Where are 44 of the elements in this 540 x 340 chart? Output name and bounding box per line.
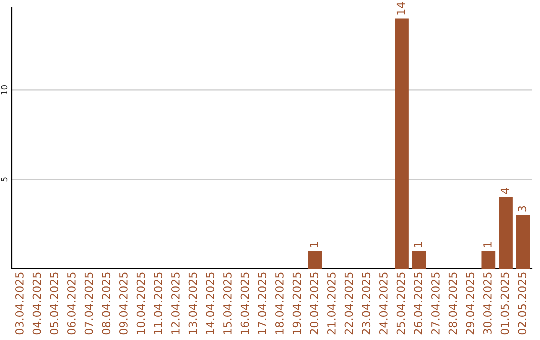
x-tick-label: 06.04.2025 bbox=[67, 272, 76, 335]
x-tick-label: 11.04.2025 bbox=[154, 272, 163, 334]
x-tick-label: 05.04.2025 bbox=[50, 272, 59, 335]
x-tick-label: 23.04.2025 bbox=[362, 272, 371, 335]
x-tick-label: 01.05.2025 bbox=[500, 272, 510, 335]
x-tick-label: 22.04.2025 bbox=[344, 272, 354, 335]
y-tick-label: 10 bbox=[1, 85, 8, 95]
data-label: 4 bbox=[500, 188, 510, 194]
x-tick-label: 17.04.2025 bbox=[258, 272, 267, 334]
x-tick-label: 20.04.2025 bbox=[310, 272, 319, 335]
x-tick-label: 02.05.2025 bbox=[518, 272, 527, 335]
x-tick-label: 03.04.2025 bbox=[15, 272, 24, 335]
x-tick-label: 08.04.2025 bbox=[102, 272, 111, 335]
bar bbox=[395, 18, 409, 269]
bar bbox=[482, 251, 496, 269]
bar bbox=[499, 197, 513, 269]
x-tick-label: 12.04.2025 bbox=[171, 272, 180, 334]
x-tick-label: 27.04.2025 bbox=[431, 272, 440, 335]
x-tick-label: 18.04.2025 bbox=[275, 272, 284, 334]
data-label: 14 bbox=[396, 2, 406, 15]
x-tick-label: 16.04.2025 bbox=[240, 272, 250, 334]
x-tick-label: 25.04.2025 bbox=[396, 272, 406, 335]
x-tick-label: 13.04.2025 bbox=[188, 272, 198, 334]
x-tick-label: 19.04.2025 bbox=[292, 272, 302, 334]
data-label: 1 bbox=[484, 242, 492, 248]
x-tick-label: 09.04.2025 bbox=[119, 272, 128, 335]
x-tick-label: 26.04.2025 bbox=[414, 272, 423, 335]
x-tick-label: 28.04.2025 bbox=[448, 272, 458, 335]
x-tick-label: 21.04.2025 bbox=[327, 272, 336, 335]
bar bbox=[516, 215, 530, 269]
bar bbox=[412, 251, 426, 269]
x-tick-label: 10.04.2025 bbox=[136, 272, 146, 334]
y-tick-label: 5 bbox=[1, 178, 8, 182]
bar bbox=[308, 251, 322, 269]
x-tick-label: 24.04.2025 bbox=[379, 272, 388, 335]
data-label: 3 bbox=[518, 206, 527, 212]
x-tick-label: 15.04.2025 bbox=[223, 272, 232, 334]
x-tick-label: 04.04.2025 bbox=[32, 272, 42, 335]
data-label: 1 bbox=[414, 242, 422, 248]
x-tick-label: 29.04.2025 bbox=[466, 272, 475, 335]
x-tick-label: 30.04.2025 bbox=[483, 272, 492, 335]
x-tick-label: 07.04.2025 bbox=[84, 272, 94, 335]
data-label: 1 bbox=[310, 242, 318, 248]
x-tick-label: 14.04.2025 bbox=[206, 272, 215, 334]
